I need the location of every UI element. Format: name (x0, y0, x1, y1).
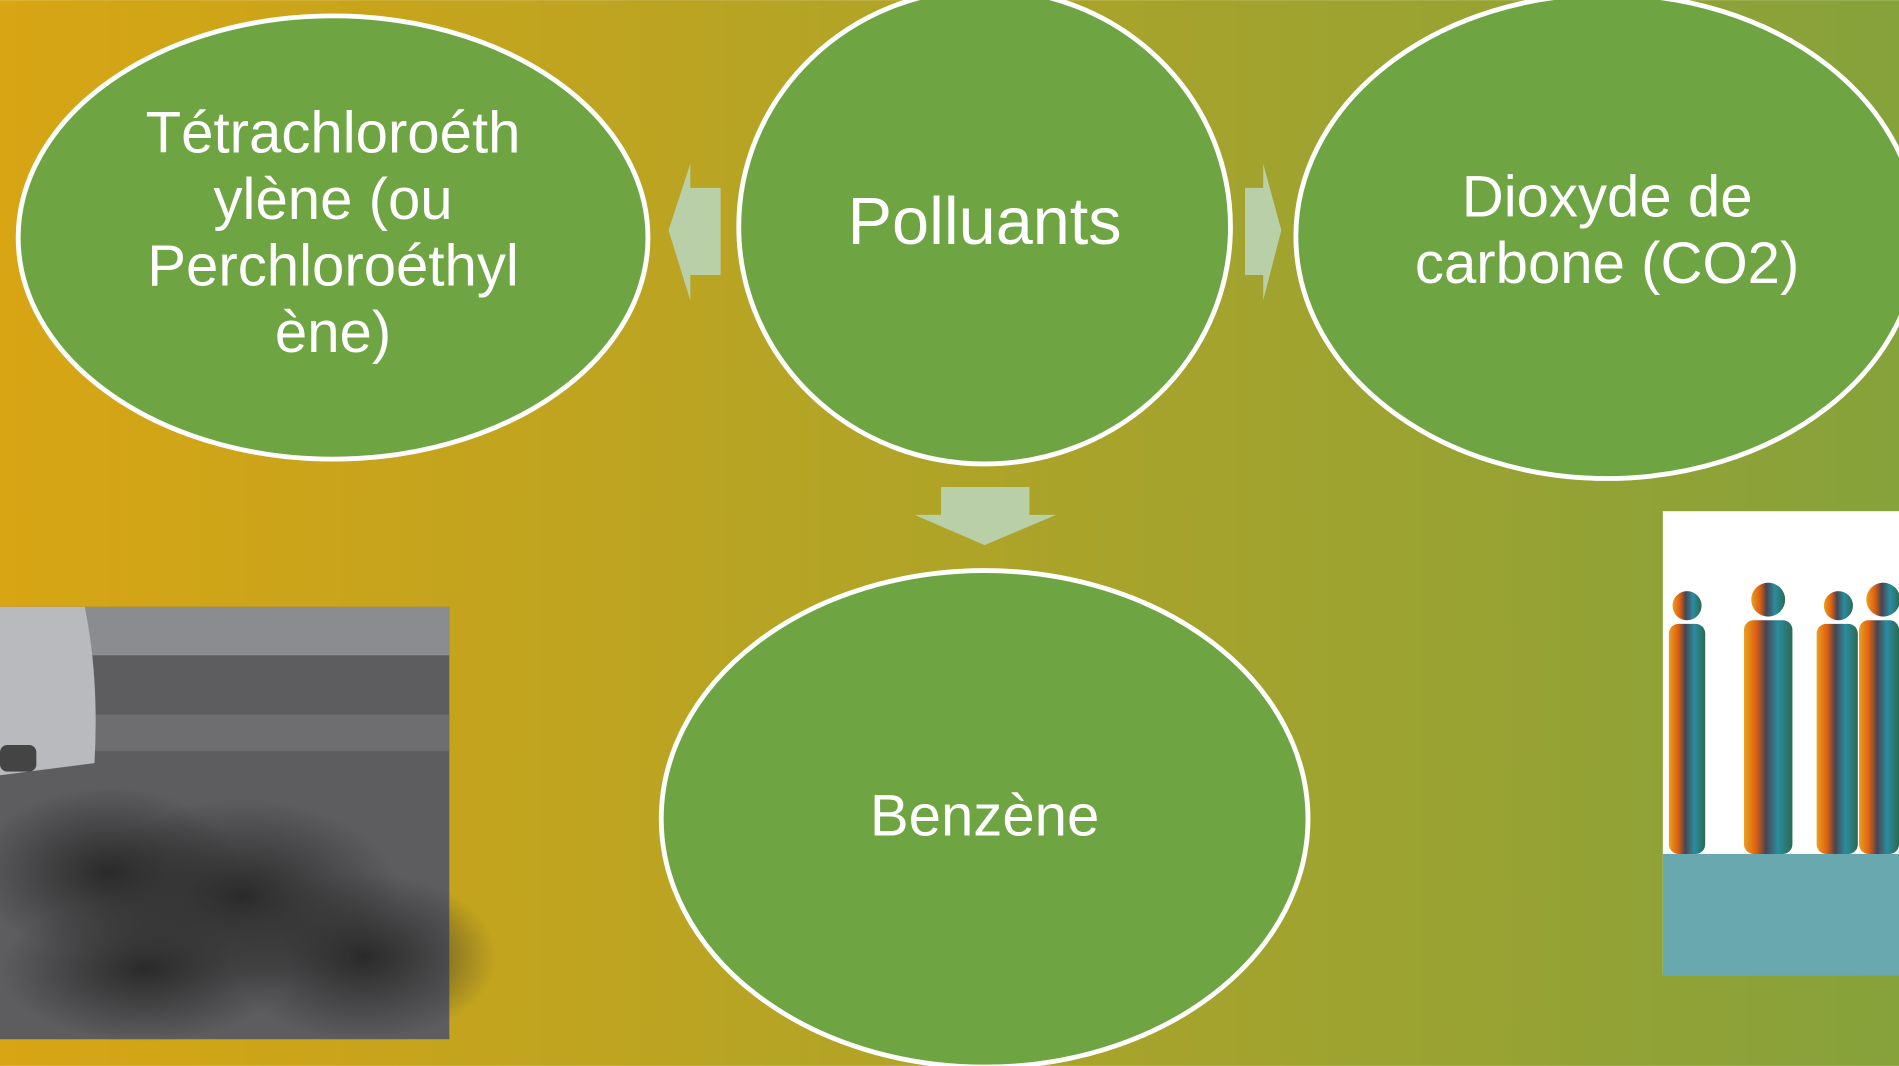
node-label: Polluants (848, 185, 1122, 259)
photo-exhaust (0, 607, 497, 1042)
slide: Tétrachloroéth ylène (ou Perchloroéthyl … (0, 0, 1899, 1066)
node-label: ène) (275, 300, 391, 365)
node-label: Dioxyde de (1462, 165, 1753, 230)
page: Tétrachloroéth ylène (ou Perchloroéthyl … (0, 0, 1899, 1066)
photo-people (1663, 511, 1899, 975)
node-label: Benzène (870, 783, 1099, 848)
node-label: carbone (CO2) (1415, 231, 1799, 296)
node-label: Tétrachloroéth (146, 100, 521, 165)
node-label: Perchloroéthyl (147, 234, 519, 299)
node-label: ylène (ou (213, 167, 452, 232)
